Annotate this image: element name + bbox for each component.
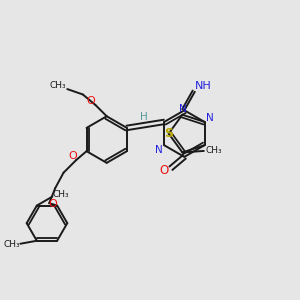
Text: N: N — [206, 113, 214, 123]
Text: S: S — [164, 127, 173, 140]
Text: H: H — [140, 112, 148, 122]
Text: NH: NH — [195, 81, 212, 92]
Text: O: O — [68, 151, 77, 161]
Text: O: O — [160, 164, 169, 177]
Text: N: N — [155, 145, 163, 155]
Text: O: O — [48, 199, 57, 209]
Text: CH₃: CH₃ — [53, 190, 70, 199]
Text: CH₃: CH₃ — [50, 81, 66, 90]
Text: N: N — [179, 104, 187, 114]
Text: O: O — [87, 96, 95, 106]
Text: CH₃: CH₃ — [205, 146, 222, 155]
Text: CH₃: CH₃ — [4, 240, 20, 249]
